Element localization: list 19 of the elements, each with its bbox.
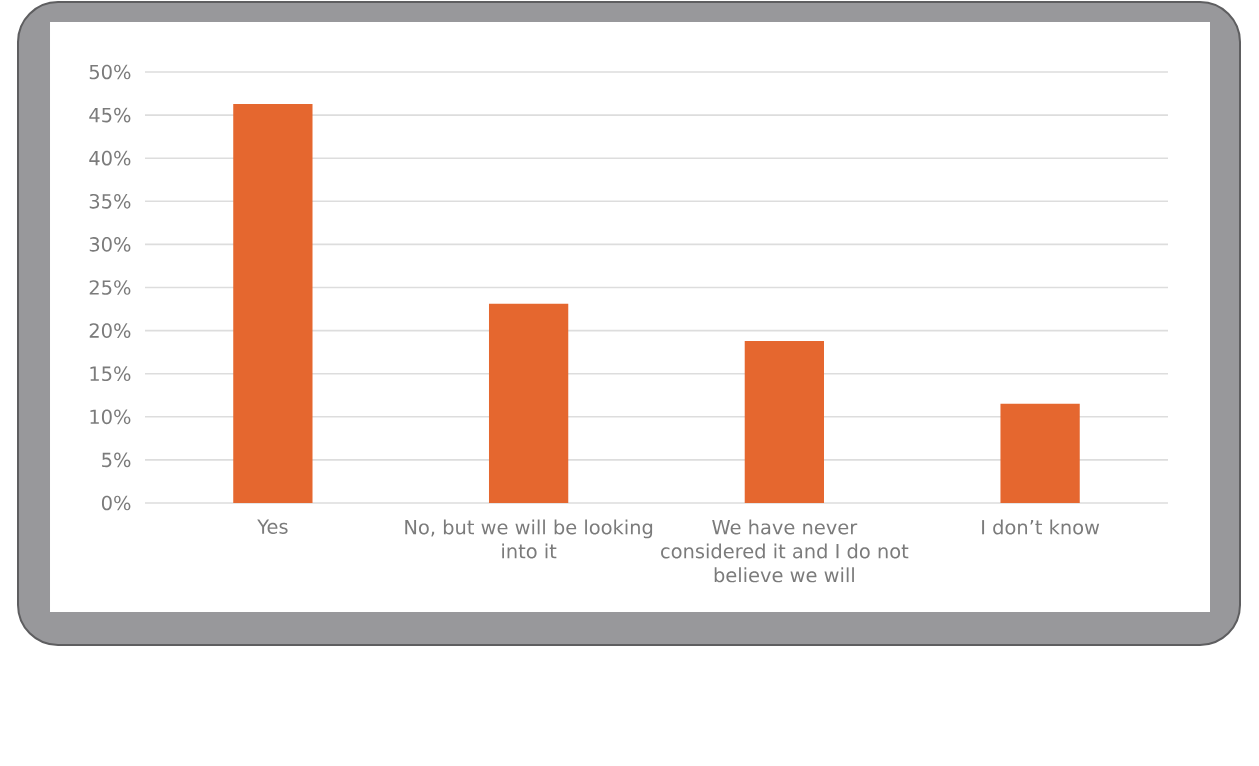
y-tick-label: 0% [101, 495, 131, 511]
y-tick-label: 35% [89, 193, 131, 209]
y-tick-label: 40% [89, 150, 131, 166]
y-tick-label: 50% [89, 64, 131, 80]
y-tick-label: 30% [89, 237, 131, 252]
y-tick-label: 45% [89, 107, 131, 123]
x-tick-label: I don’t know [982, 519, 1100, 535]
x-tick-label: No, but we will be looking into it [405, 519, 653, 559]
x-tick-label: We have never considered it and I do not believe we will [661, 519, 909, 583]
bar [744, 340, 824, 503]
y-tick-label: 5% [102, 452, 131, 468]
x-tick-label: Yes [257, 519, 288, 534]
y-tick-label: 20% [89, 323, 131, 338]
bar [1000, 403, 1080, 503]
y-tick-label: 15% [90, 366, 131, 382]
y-tick-label: 10% [90, 409, 131, 425]
y-tick-label: 25% [89, 280, 131, 295]
bar [488, 303, 569, 503]
bar [233, 103, 313, 503]
